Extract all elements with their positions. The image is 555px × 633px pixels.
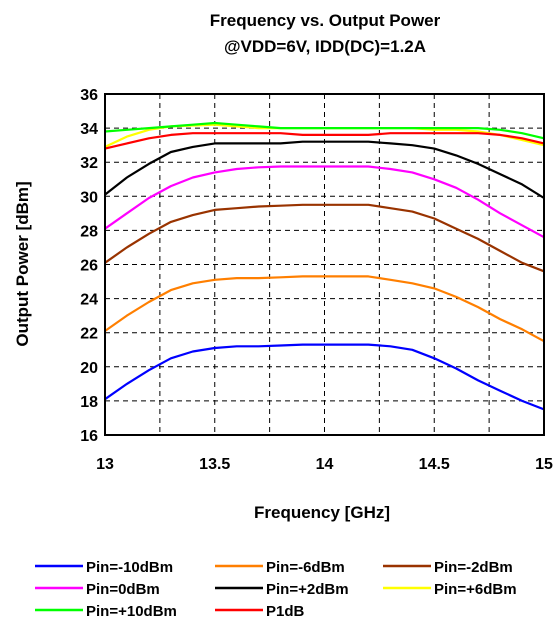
y-tick-label: 24 <box>80 292 98 309</box>
plot-frame <box>104 93 545 436</box>
y-tick-label: 18 <box>80 394 98 411</box>
x-tick-label: 13 <box>96 456 114 473</box>
legend-label: Pin=-6dBm <box>266 559 345 576</box>
y-tick-label: 26 <box>80 258 98 275</box>
grid <box>105 94 544 435</box>
y-axis-label: Output Power [dBm] <box>13 181 32 346</box>
legend-label: Pin=+2dBm <box>266 581 349 598</box>
legend-label: P1dB <box>266 603 305 620</box>
series-line-2 <box>104 203 545 273</box>
x-tick-label: 14.5 <box>419 456 450 473</box>
x-tick-label: 13.5 <box>199 456 230 473</box>
legend-label: Pin=+6dBm <box>434 581 517 598</box>
y-tick-label: 22 <box>80 326 98 343</box>
legend-label: Pin=-10dBm <box>86 559 173 576</box>
y-tick-label: 30 <box>80 189 98 206</box>
series-line-6 <box>104 121 545 140</box>
series-line-1 <box>104 275 545 343</box>
chart-subtitle: @VDD=6V, IDD(DC)=1.2A <box>224 37 426 56</box>
series-lines <box>104 121 545 411</box>
series-line-0 <box>104 343 545 411</box>
legend-label: Pin=-2dBm <box>434 559 513 576</box>
y-tick-label: 34 <box>80 121 98 138</box>
legend-label: Pin=+10dBm <box>86 603 177 620</box>
x-tick-label: 14 <box>316 456 334 473</box>
chart-title: Frequency vs. Output Power <box>210 11 441 30</box>
legend: Pin=-10dBm Pin=-6dBm Pin=-2dBm Pin=0dBm Pin=… <box>35 559 517 620</box>
x-tick-labels: 13 13.5 14 14.5 15 <box>96 456 553 473</box>
legend-label: Pin=0dBm <box>86 581 160 598</box>
x-axis-label: Frequency [GHz] <box>254 503 390 522</box>
series-line-4 <box>104 140 545 199</box>
y-tick-label: 16 <box>80 428 98 445</box>
y-tick-label: 20 <box>80 360 98 377</box>
y-tick-labels: 16 18 20 22 24 26 28 30 32 34 36 <box>80 87 98 445</box>
x-tick-label: 15 <box>535 456 553 473</box>
series-line-7 <box>104 132 545 150</box>
series-line-3 <box>104 165 545 239</box>
y-tick-label: 32 <box>80 155 98 172</box>
y-tick-label: 28 <box>80 223 98 240</box>
y-tick-label: 36 <box>80 87 98 104</box>
